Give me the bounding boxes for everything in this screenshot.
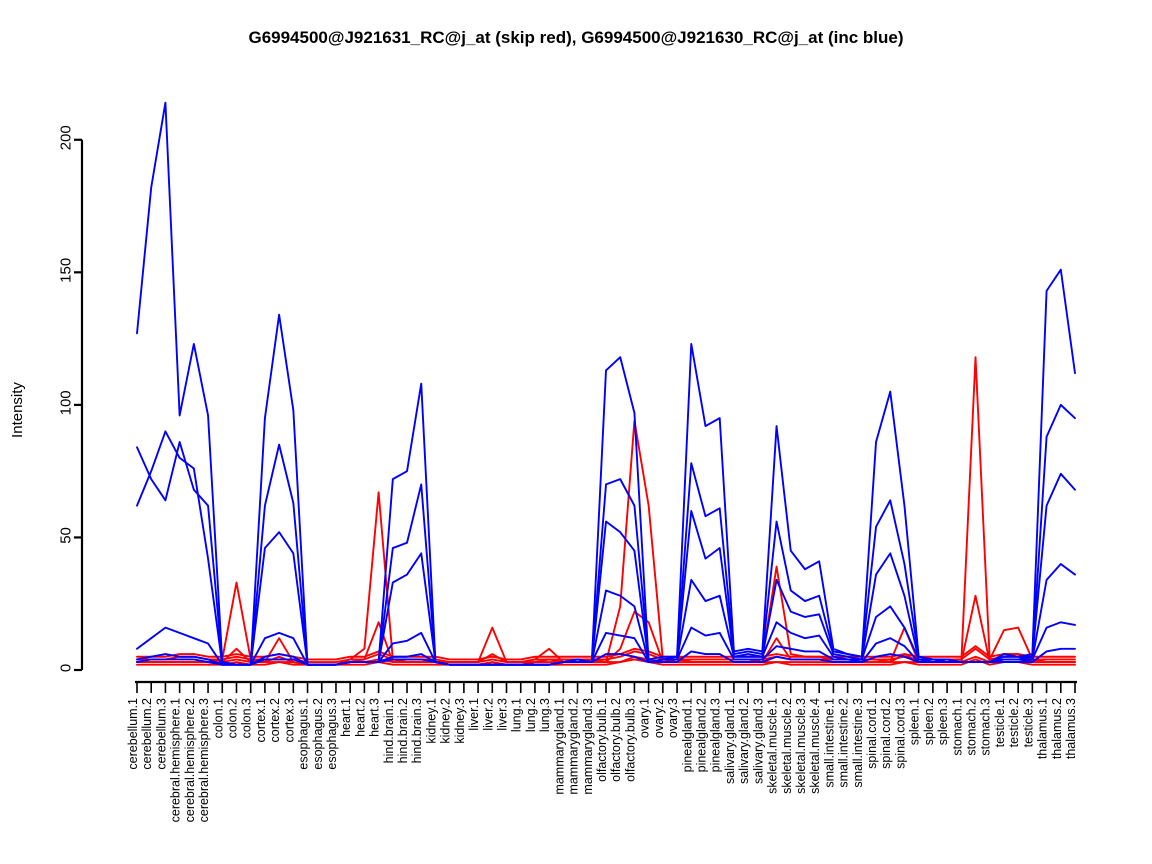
page-title: G6994500@J921631_RC@j_at (skip red), G69…: [248, 28, 904, 47]
x-tick-label: mammarygland.2: [567, 698, 581, 795]
x-tick-label: mammarygland.1: [552, 698, 566, 795]
x-tick-label: pinealgland.1: [680, 698, 694, 772]
series-line: [136, 563, 1076, 666]
x-tick-label: small.intestine.2: [837, 698, 851, 788]
x-tick-label: stomach.2: [965, 698, 979, 756]
x-tick-label: testicle.2: [1007, 698, 1021, 747]
x-tick-label: hind.brain.2: [396, 698, 410, 763]
x-tick-label: lung.3: [538, 698, 552, 732]
x-tick-label: olfactory.bulb.1: [595, 698, 609, 782]
y-tick-label: 0: [58, 664, 75, 672]
y-tick-label: 50: [58, 527, 75, 544]
y-axis: 0 50 100 150 200: [58, 125, 84, 672]
x-tick-label: kidney.3: [453, 698, 467, 744]
x-tick-label: spleen.1: [908, 698, 922, 745]
x-tick-label: cerebral.hemisphere.1: [169, 698, 183, 822]
x-tick-label: cerebellum.2: [140, 698, 154, 770]
x-tick-label: cortex.3: [282, 698, 296, 743]
x-tick-label: spinal.cord.3: [893, 698, 907, 769]
x-tick-label: skeletal.muscle.2: [780, 698, 794, 794]
x-tick-label: small.intestine.3: [851, 698, 865, 788]
x-tick-label: spleen.2: [922, 698, 936, 745]
x-tick-label: kidney.1: [424, 698, 438, 744]
x-tick-label: liver.3: [496, 698, 510, 731]
x-tick-label: salivary.gland.3: [751, 698, 765, 784]
x-axis: [135, 680, 1077, 693]
x-tick-label: skeletal.muscle.1: [766, 698, 780, 794]
x-tick-label: pinealgland.2: [694, 698, 708, 772]
x-tick-label: skeletal.muscle.4: [808, 698, 822, 794]
x-tick-labels: cerebellum.1 cerebellum.2 cerebellum.3 cere…: [126, 698, 1078, 822]
x-tick-label: lung.2: [524, 698, 538, 732]
x-tick-label: salivary.gland.1: [723, 698, 737, 784]
x-tick-label: liver.1: [467, 698, 481, 731]
x-tick-label: testicle.1: [993, 698, 1007, 747]
x-tick-label: cerebellum.3: [154, 698, 168, 770]
x-tick-label: esophagus.1: [297, 698, 311, 770]
x-tick-label: ovary.1: [638, 698, 652, 738]
x-tick-label: colon.1: [211, 698, 225, 738]
x-tick-label: heart.2: [353, 698, 367, 737]
x-tick-label: ovary.2: [652, 698, 666, 738]
x-tick-label: thalamus.3: [1064, 698, 1078, 759]
series-line: [136, 356, 1076, 666]
x-tick-label: heart.1: [339, 698, 353, 737]
y-axis-title: Intensity: [9, 382, 26, 438]
y-tick-label: 200: [58, 125, 75, 150]
series-line: [136, 647, 1076, 666]
x-tick-label: spinal.cord.1: [865, 698, 879, 769]
x-tick-label: spinal.cord.2: [879, 698, 893, 769]
x-tick-label: mammarygland.3: [581, 698, 595, 795]
x-tick-label: colon.2: [225, 698, 239, 738]
x-tick-label: cerebellum.1: [126, 698, 140, 770]
x-tick-label: spleen.3: [936, 698, 950, 745]
x-tick-label: lung.1: [510, 698, 524, 732]
data-series-group: [136, 101, 1076, 666]
x-tick-label: stomach.3: [979, 698, 993, 756]
x-tick-label: cortex.2: [268, 698, 282, 743]
x-tick-label: ovary.3: [666, 698, 680, 738]
x-tick-label: pinealgland.3: [709, 698, 723, 772]
x-tick-label: olfactory.bulb.3: [623, 698, 637, 782]
series-line: [136, 101, 1076, 666]
x-tick-label: salivary.gland.2: [737, 698, 751, 784]
y-axis-title-text: Intensity: [9, 382, 26, 438]
x-tick-label: heart.3: [368, 698, 382, 737]
series-line: [136, 658, 1076, 666]
x-tick-label: testicle.3: [1021, 698, 1035, 747]
x-tick-label: cerebral.hemisphere.2: [183, 698, 197, 822]
x-tick-label: liver.2: [481, 698, 495, 731]
x-tick-label: cortex.1: [254, 698, 268, 743]
x-tick-label: skeletal.muscle.3: [794, 698, 808, 794]
y-tick-label: 150: [58, 258, 75, 283]
x-tick-label: esophagus.2: [311, 698, 325, 770]
x-tick-label: hind.brain.1: [382, 698, 396, 763]
x-tick-label: hind.brain.3: [410, 698, 424, 763]
y-tick-label: 100: [58, 390, 75, 415]
x-tick-label: cerebral.hemisphere.3: [197, 698, 211, 822]
x-tick-label: colon.3: [240, 698, 254, 738]
x-tick-label: olfactory.bulb.2: [609, 698, 623, 782]
x-tick-label: kidney.2: [439, 698, 453, 744]
x-tick-label: esophagus.3: [325, 698, 339, 770]
x-tick-label: thalamus.2: [1050, 698, 1064, 759]
x-tick-label: stomach.1: [950, 698, 964, 756]
x-tick-label: thalamus.1: [1036, 698, 1050, 759]
series-line: [136, 430, 1076, 666]
x-tick-label: small.intestine.1: [822, 698, 836, 788]
